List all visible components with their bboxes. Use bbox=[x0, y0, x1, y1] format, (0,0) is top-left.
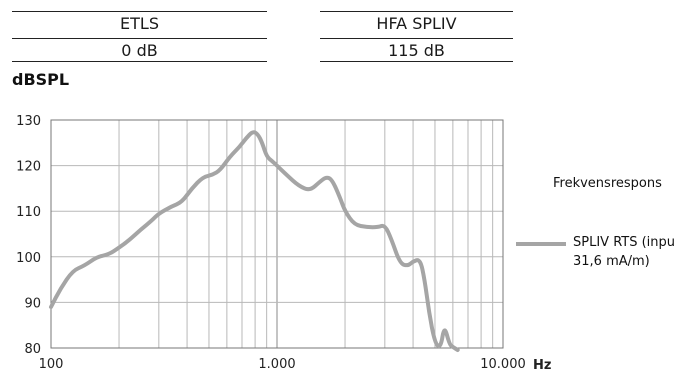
table-header-etls: ETLS bbox=[120, 14, 159, 33]
table-rule-top-right bbox=[320, 11, 513, 12]
table-rule-top bbox=[12, 11, 267, 12]
table-value-hfa-spliv: 115 dB bbox=[388, 41, 445, 60]
y-tick-label: 90 bbox=[24, 296, 41, 311]
y-tick-label: 80 bbox=[24, 342, 41, 357]
y-axis-label: dBSPL bbox=[12, 70, 70, 89]
y-tick-label: 110 bbox=[16, 205, 41, 220]
legend-swatch bbox=[516, 242, 566, 246]
table-rule-bottom bbox=[12, 61, 267, 62]
legend-series-name: SPLIV RTS (input 31,6 mA/m) bbox=[573, 235, 675, 269]
series-line bbox=[49, 130, 460, 352]
x-tick-label: 100 bbox=[39, 357, 64, 372]
plot-frame bbox=[50, 119, 504, 349]
x-axis-label: Hz bbox=[533, 358, 551, 373]
table-rule-bottom-right bbox=[320, 61, 513, 62]
table-rule-mid-right bbox=[320, 38, 513, 39]
y-tick-label: 120 bbox=[16, 160, 41, 175]
table-header-hfa-spliv: HFA SPLIV bbox=[376, 14, 457, 33]
x-tick-label: 1.000 bbox=[258, 357, 295, 372]
legend-title: Frekvensrespons bbox=[553, 176, 662, 191]
y-tick-label: 100 bbox=[16, 251, 41, 266]
data-table: ETLS HFA SPLIV 0 dB 115 dB bbox=[0, 0, 675, 62]
table-rule-mid bbox=[12, 38, 267, 39]
table-value-etls: 0 dB bbox=[121, 41, 158, 60]
x-tick-label: 10.000 bbox=[480, 357, 526, 372]
y-tick-label: 130 bbox=[16, 114, 41, 129]
